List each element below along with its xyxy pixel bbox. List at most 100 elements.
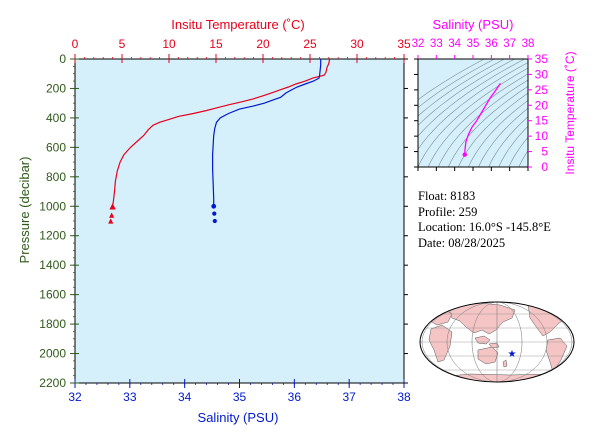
ts-temperature-axis-title: Insitu Temperature (˚C) xyxy=(563,51,577,174)
location-value: 16.0°S -145.8°E xyxy=(469,220,551,234)
temperature-point-marker xyxy=(109,203,116,210)
salinity-tick-label: 34 xyxy=(178,390,192,404)
ts-temperature-tick-label: 0 xyxy=(541,160,548,174)
density-contour xyxy=(447,86,528,167)
temperature-tick-label: 5 xyxy=(119,37,126,51)
pressure-tick-label: 2200 xyxy=(39,376,66,390)
pressure-tick-label: 2000 xyxy=(39,347,66,361)
world-map: ★ xyxy=(419,301,575,383)
map-meridian xyxy=(471,302,523,382)
ts-salinity-ticks: 32 33 34 35 36 37 38 xyxy=(412,38,535,171)
map-graticule xyxy=(420,302,574,382)
pressure-tick-label: 1800 xyxy=(39,317,66,331)
pressure-tick-label: 1600 xyxy=(39,288,66,302)
profile-plot-area xyxy=(74,58,405,384)
salinity-profile-line xyxy=(212,59,322,207)
ts-salinity-tick-label: 32 xyxy=(412,38,425,50)
density-contour xyxy=(508,136,528,167)
pressure-tick-label: 200 xyxy=(46,81,66,95)
ts-series xyxy=(462,83,502,157)
density-contour xyxy=(418,59,526,137)
map-meridian xyxy=(446,302,548,382)
density-contours xyxy=(418,59,528,167)
density-contour xyxy=(418,62,528,150)
ts-temperature-tick-label: 10 xyxy=(535,129,549,143)
profile-row: Profile: 259 xyxy=(418,205,588,221)
date-label: Date: xyxy=(418,235,446,250)
date-row: Date: 08/28/2025 xyxy=(418,236,588,252)
salinity-tick-label: 36 xyxy=(288,390,302,404)
salinity-tick-label: 33 xyxy=(123,390,137,404)
ts-salinity-tick-label: 37 xyxy=(503,38,516,50)
map-meridian xyxy=(421,302,573,382)
ts-plot-area xyxy=(418,59,528,167)
temperature-tick-label: 20 xyxy=(256,37,270,51)
density-contour xyxy=(478,107,528,167)
density-contour xyxy=(418,59,506,117)
location-row: Location: 16.0°S -145.8°E xyxy=(418,220,588,236)
pressure-tick-label: 600 xyxy=(46,140,66,154)
ts-start-marker xyxy=(462,152,467,157)
ts-salinity-tick-label: 38 xyxy=(522,38,535,50)
ts-salinity-tick-label: 35 xyxy=(467,38,480,50)
salinity-point-marker xyxy=(212,218,217,224)
temperature-tick-label: 35 xyxy=(397,37,411,51)
float-value: 8183 xyxy=(450,189,476,203)
profile-label: Profile: xyxy=(418,204,456,219)
pressure-tick-label: 1000 xyxy=(39,199,66,213)
profile-series xyxy=(108,58,331,224)
ts-salinity-tick-label: 36 xyxy=(485,38,498,50)
float-position-star: ★ xyxy=(508,349,517,360)
ts-salinity-tick-label: 34 xyxy=(448,38,461,50)
temperature-tick-label: 0 xyxy=(72,37,79,51)
salinity-tick-label: 38 xyxy=(397,390,411,404)
pressure-tick-label: 800 xyxy=(46,170,66,184)
location-label: Location: xyxy=(418,220,466,234)
density-contour xyxy=(418,59,485,101)
density-contour xyxy=(418,59,516,126)
float-info-panel: Float: 8183 Profile: 259 Location: 16.0°… xyxy=(418,189,588,251)
ts-temperature-tick-label: 30 xyxy=(535,67,549,81)
density-contour xyxy=(427,73,528,167)
salinity-point-marker xyxy=(211,203,217,209)
density-contour xyxy=(468,100,528,167)
pressure-tick-label: 0 xyxy=(59,52,66,66)
density-contour xyxy=(418,59,495,108)
profile-value: 259 xyxy=(458,204,478,219)
density-contour xyxy=(437,79,528,167)
ts-temperature-tick-label: 5 xyxy=(541,145,548,159)
density-contour xyxy=(498,125,528,167)
profile-chart: 0 5 10 15 20 25 30 35 32 33 34 35 36 37 38 0 200 400 600… xyxy=(17,17,411,425)
temperature-tick-label: 30 xyxy=(350,37,364,51)
temperature-point-marker xyxy=(109,212,115,218)
date-value: 08/28/2025 xyxy=(448,235,506,250)
temperature-tick-label: 15 xyxy=(209,37,223,51)
density-contour xyxy=(418,67,528,167)
pressure-axis-title: Pressure (decibar) xyxy=(17,157,32,264)
temperature-profile-line xyxy=(112,58,331,207)
temperature-tick-label: 10 xyxy=(162,37,176,51)
salinity-tick-label: 37 xyxy=(342,390,356,404)
temperature-tick-label: 25 xyxy=(303,37,317,51)
ts-temperature-tick-label: 15 xyxy=(535,114,549,128)
ts-salinity-tick-label: 33 xyxy=(430,38,443,50)
salinity-tick-label: 32 xyxy=(68,390,82,404)
density-contour xyxy=(457,92,528,167)
density-contour xyxy=(488,116,528,167)
salinity-tick-label: 35 xyxy=(233,390,247,404)
pressure-axis-ticks: 0 200 400 600 800 1000 1200 1400 1600 1800 2000 220… xyxy=(39,52,408,390)
salinity-axis-ticks: 32 33 34 35 36 37 38 xyxy=(68,379,411,404)
pressure-tick-label: 1200 xyxy=(39,229,66,243)
ts-temperature-tick-label: 35 xyxy=(535,52,549,66)
pressure-tick-label: 1400 xyxy=(39,258,66,272)
ts-curve xyxy=(464,83,502,155)
temperature-axis-ticks: 0 5 10 15 20 25 30 35 xyxy=(72,37,411,63)
ts-temperature-tick-label: 20 xyxy=(535,98,549,112)
salinity-point-marker xyxy=(212,211,217,216)
float-label: Float: xyxy=(418,189,448,203)
salinity-axis-title: Salinity (PSU) xyxy=(198,410,279,425)
pressure-tick-label: 400 xyxy=(46,111,66,125)
density-contour xyxy=(518,150,528,167)
